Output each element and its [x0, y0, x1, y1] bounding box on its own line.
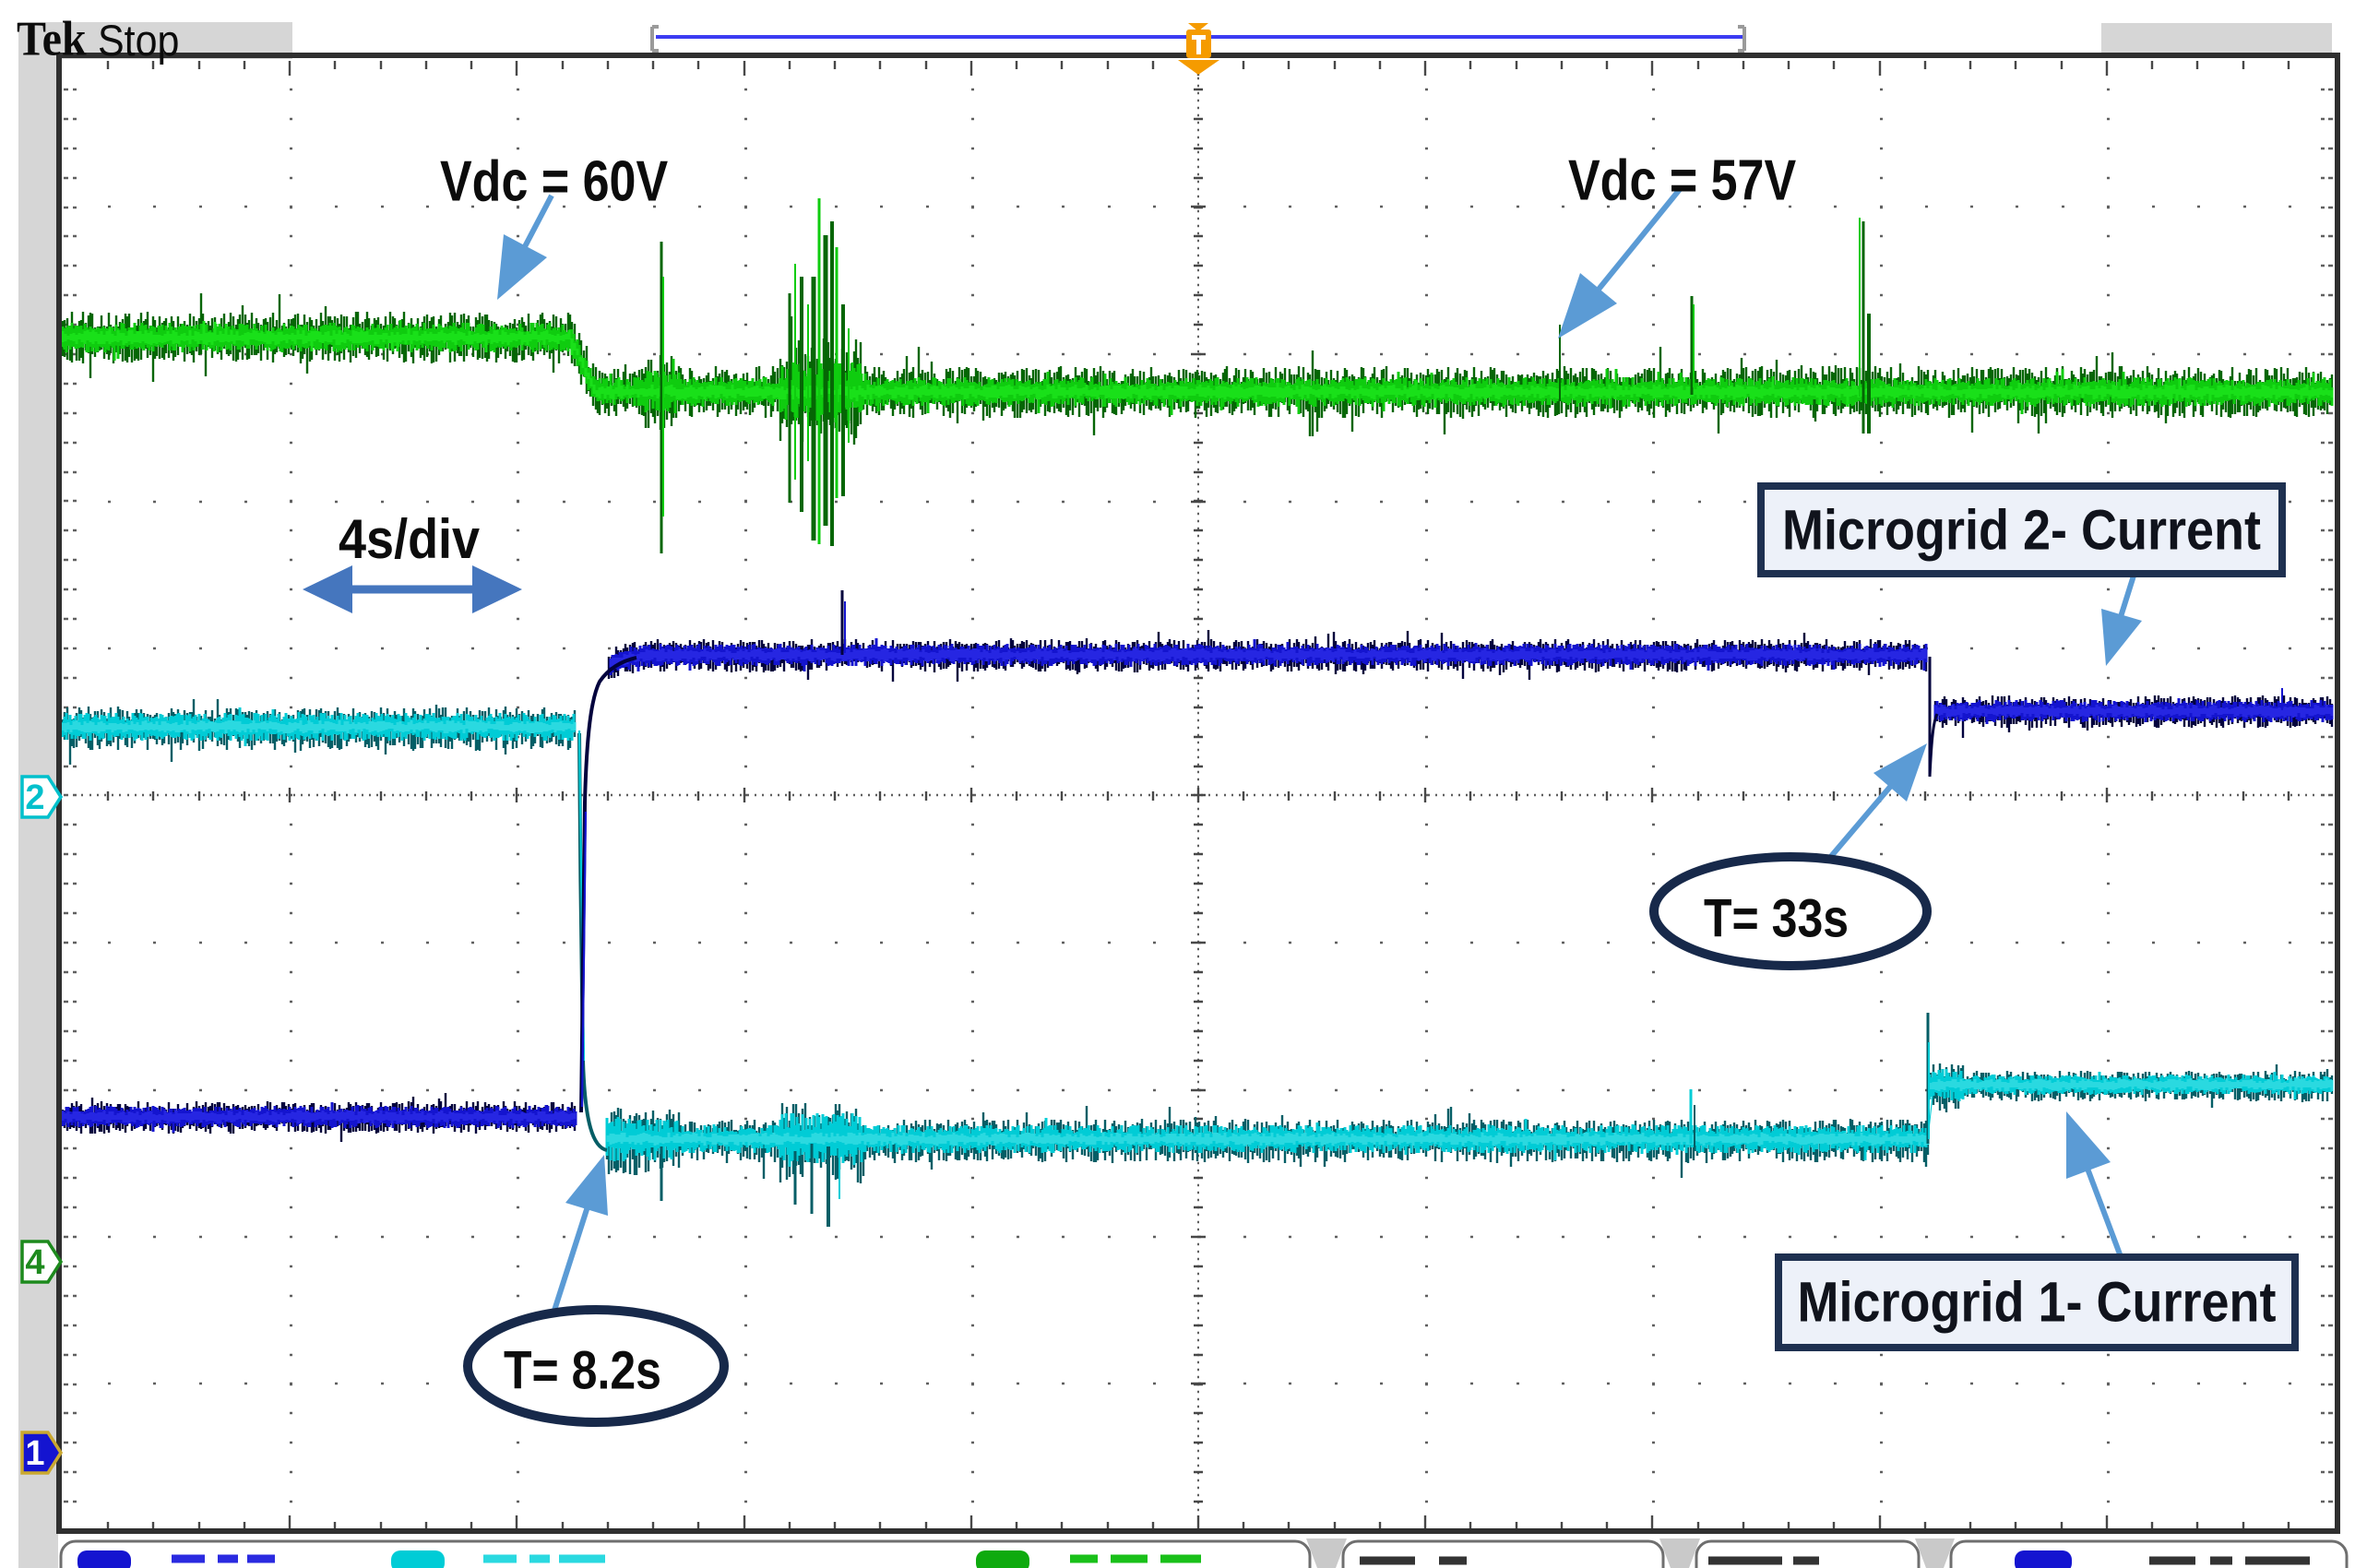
svg-text:1: 1 [25, 1434, 44, 1473]
svg-text:4: 4 [25, 1243, 44, 1282]
svg-text:2: 2 [25, 778, 44, 817]
